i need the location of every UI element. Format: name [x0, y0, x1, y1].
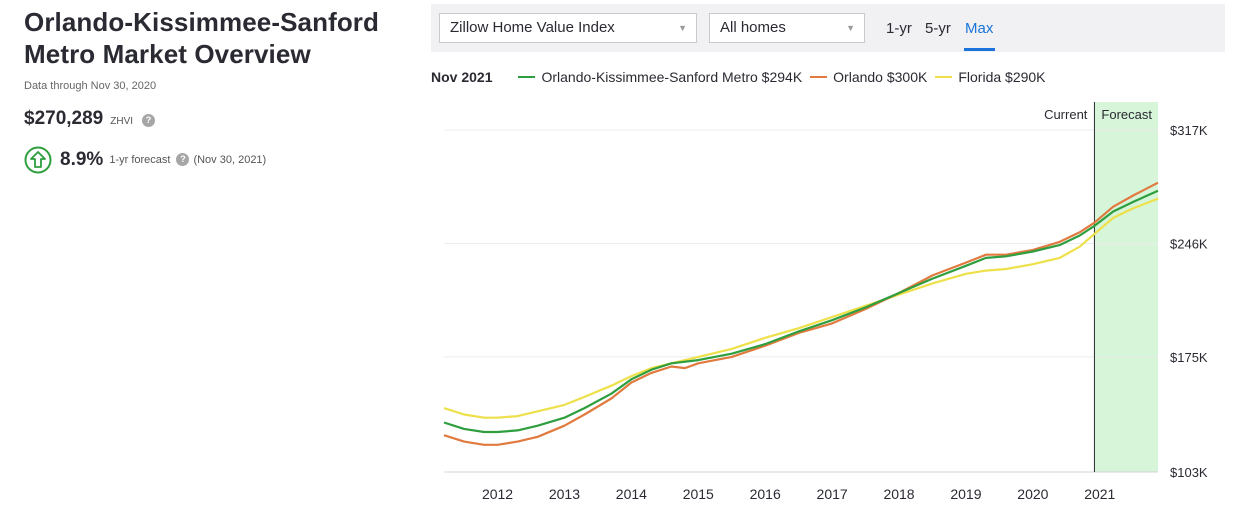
- chevron-down-icon: ▼: [678, 23, 687, 33]
- x-tick-label: 2012: [482, 486, 513, 502]
- x-tick-label: 2015: [683, 486, 714, 502]
- index-select[interactable]: Zillow Home Value Index ▼: [439, 13, 697, 43]
- range-1yr-tab[interactable]: 1-yr: [886, 20, 912, 37]
- series-line-orlandokissimmeesanford: [443, 189, 1159, 434]
- index-select-value: Zillow Home Value Index: [450, 19, 615, 36]
- active-range-underline: [964, 48, 995, 51]
- series-line-florida: [443, 197, 1159, 419]
- title-line-1: Orlando-Kissimmee-Sanford: [24, 7, 380, 37]
- x-tick-label: 2018: [883, 486, 914, 502]
- legend-item-orlando: Orlando $300K: [810, 69, 927, 85]
- x-tick-label: 2020: [1017, 486, 1048, 502]
- forecast-help-icon[interactable]: ?: [176, 152, 190, 166]
- zhvi-label: ZHVI: [110, 116, 134, 127]
- page-title: Orlando-Kissimmee-Sanford Metro Market O…: [24, 6, 404, 70]
- market-overview-panel: Orlando-Kissimmee-Sanford Metro Market O…: [24, 6, 404, 174]
- x-tick-label: 2013: [549, 486, 580, 502]
- legend-label-metro: Orlando-Kissimmee-Sanford Metro $294K: [541, 69, 803, 85]
- legend-swatch-florida: [935, 76, 953, 78]
- chart-toolbar: Zillow Home Value Index ▼ All homes ▼ 1-…: [431, 4, 1225, 52]
- forecast-label: 1-yr forecast: [109, 154, 171, 166]
- x-tick-label: 2019: [950, 486, 981, 502]
- current-annotation: Current: [1044, 107, 1088, 122]
- legend-item-florida: Florida $290K: [935, 69, 1046, 85]
- home-type-select[interactable]: All homes ▼: [709, 13, 865, 43]
- forecast-annotation: Forecast: [1101, 107, 1152, 122]
- zhvi-row: $270,289 ZHVI ?: [24, 108, 404, 130]
- x-tick-label: 2016: [750, 486, 781, 502]
- chart-legend: Nov 2021 Orlando-Kissimmee-Sanford Metro…: [431, 69, 1054, 85]
- forecast-date: (Nov 30, 2021): [193, 154, 267, 166]
- range-5yr-tab[interactable]: 5-yr: [925, 20, 951, 37]
- x-tick-label: 2021: [1084, 486, 1115, 502]
- legend-label-florida: Florida $290K: [958, 69, 1046, 85]
- forecast-percent: 8.9%: [60, 149, 104, 170]
- legend-label-orlando: Orlando $300K: [833, 69, 928, 85]
- y-tick-label: $317K: [1170, 123, 1208, 138]
- y-tick-label: $103K: [1170, 465, 1208, 480]
- series-line-orlando: [443, 181, 1159, 446]
- range-max-tab[interactable]: Max: [965, 20, 994, 37]
- title-line-2: Metro Market Overview: [24, 39, 311, 69]
- zhvi-help-icon[interactable]: ?: [142, 114, 156, 127]
- legend-item-metro: Orlando-Kissimmee-Sanford Metro $294K: [518, 69, 802, 85]
- y-tick-label: $246K: [1170, 236, 1208, 251]
- zhvi-value: $270,289: [24, 108, 104, 129]
- legend-swatch-metro: [518, 76, 536, 78]
- x-tick-label: 2014: [616, 486, 647, 502]
- forecast-band: [1094, 102, 1158, 472]
- arrow-up-circle-icon: [24, 146, 52, 174]
- legend-swatch-orlando: [810, 76, 828, 78]
- home-type-select-value: All homes: [720, 19, 786, 36]
- legend-date: Nov 2021: [431, 69, 493, 85]
- y-tick-label: $175K: [1170, 350, 1208, 365]
- data-through-text: Data through Nov 30, 2020: [24, 80, 157, 92]
- forecast-row: 8.9% 1-yr forecast ? (Nov 30, 2021): [24, 146, 404, 174]
- chevron-down-icon: ▼: [846, 23, 855, 33]
- x-tick-label: 2017: [817, 486, 848, 502]
